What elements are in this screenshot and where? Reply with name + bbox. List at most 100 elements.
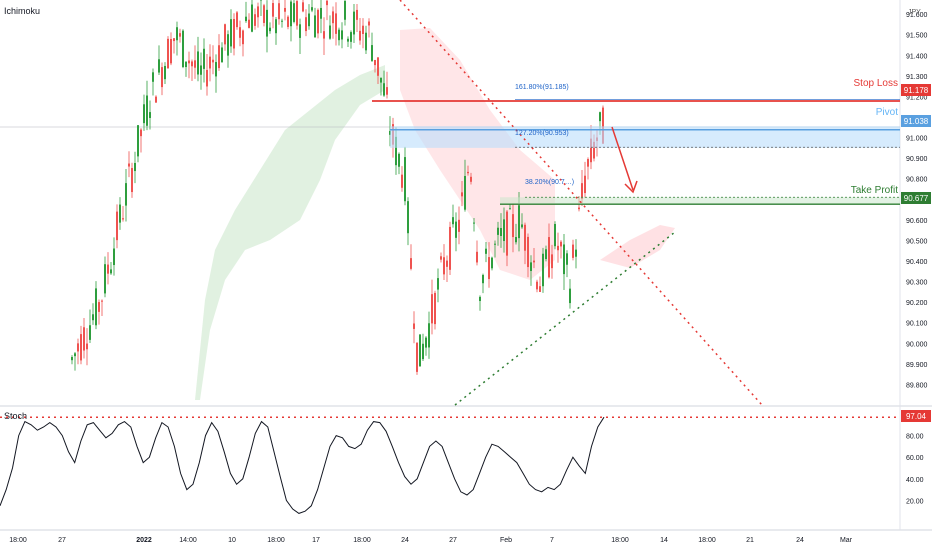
candle-body bbox=[98, 302, 100, 312]
candle-body bbox=[362, 25, 364, 35]
candle-body bbox=[206, 69, 208, 87]
candle-body bbox=[281, 20, 283, 22]
candle-body bbox=[224, 24, 226, 45]
time-tick-label: 10 bbox=[228, 537, 236, 544]
price-tick-label: 91.200 bbox=[906, 94, 928, 101]
candle-body bbox=[386, 87, 388, 95]
candle-body bbox=[422, 343, 424, 360]
candle-body bbox=[533, 260, 535, 263]
candle-body bbox=[464, 176, 466, 210]
pivot-label: Pivot bbox=[876, 107, 898, 118]
candle-body bbox=[287, 16, 289, 27]
candle-body bbox=[131, 168, 133, 193]
candle-body bbox=[269, 27, 271, 32]
candle-body bbox=[107, 264, 109, 274]
take-profit-badge-text: 90.677 bbox=[904, 194, 929, 203]
candle-body bbox=[374, 59, 376, 66]
candle-body bbox=[443, 257, 445, 275]
candle-body bbox=[458, 219, 460, 232]
indicator-label-ichimoku[interactable]: Ichimoku bbox=[4, 6, 40, 16]
candle-body bbox=[329, 25, 331, 39]
candle-body bbox=[191, 61, 193, 67]
candle-body bbox=[536, 281, 538, 290]
candle-body bbox=[263, 5, 265, 23]
candle-body bbox=[119, 204, 121, 223]
candle-body bbox=[83, 327, 85, 351]
chart-overlays bbox=[372, 0, 900, 406]
candle-body bbox=[302, 2, 304, 12]
time-tick-label: 18:00 bbox=[611, 537, 629, 544]
candle-body bbox=[506, 211, 508, 256]
candle-body bbox=[410, 258, 412, 269]
stoch-tick-label: 80.00 bbox=[906, 434, 924, 441]
price-tick-label: 90.300 bbox=[906, 280, 928, 287]
candle-body bbox=[602, 107, 604, 144]
candle-body bbox=[569, 288, 571, 304]
time-tick-label: 7 bbox=[550, 537, 554, 544]
trade-arrow bbox=[611, 126, 634, 191]
candle-body bbox=[257, 6, 259, 18]
candle-body bbox=[584, 175, 586, 194]
candle-body bbox=[416, 342, 418, 372]
candle-body bbox=[254, 14, 256, 26]
candle-body bbox=[542, 253, 544, 287]
stop-loss-label: Stop Loss bbox=[854, 78, 898, 89]
candle-body bbox=[155, 96, 157, 103]
cloud-red-forward bbox=[600, 225, 675, 268]
time-tick-label: 17 bbox=[312, 537, 320, 544]
candle-body bbox=[557, 245, 559, 251]
candle-body bbox=[161, 67, 163, 88]
time-tick-label: 18:00 bbox=[9, 537, 27, 544]
candle-body bbox=[572, 244, 574, 258]
stop-loss-badge bbox=[901, 84, 931, 96]
candle-body bbox=[407, 201, 409, 234]
candle-body bbox=[200, 65, 202, 75]
candle-body bbox=[248, 19, 250, 28]
trade-arrow-head bbox=[624, 180, 638, 194]
candle-body bbox=[482, 274, 484, 284]
candle-body bbox=[275, 19, 277, 34]
stoch-tick-label: 20.00 bbox=[906, 498, 924, 505]
candle-body bbox=[413, 323, 415, 329]
price-tick-label: 91.000 bbox=[906, 136, 928, 143]
candle-body bbox=[170, 39, 172, 64]
candle-body bbox=[566, 253, 568, 265]
candle-body bbox=[581, 183, 583, 200]
candle-body bbox=[440, 256, 442, 260]
candle-body bbox=[509, 208, 511, 210]
cloud-green-area bbox=[195, 65, 385, 400]
candle-body bbox=[110, 269, 112, 274]
candle-body bbox=[218, 45, 220, 69]
candle-body bbox=[152, 72, 154, 82]
candle-body bbox=[128, 163, 130, 167]
candle-body bbox=[323, 31, 325, 39]
candle-body bbox=[212, 59, 214, 63]
time-tick-label: 21 bbox=[746, 537, 754, 544]
time-tick-label: 18:00 bbox=[698, 537, 716, 544]
candle-body bbox=[227, 34, 229, 56]
candle-body bbox=[488, 257, 490, 280]
candle-body bbox=[146, 95, 148, 126]
price-tick-label: 91.600 bbox=[906, 12, 928, 19]
take-profit-zone bbox=[500, 197, 900, 205]
candle-body bbox=[479, 296, 481, 302]
price-tick-label: 90.000 bbox=[906, 341, 928, 348]
candle-body bbox=[314, 15, 316, 38]
candle-body bbox=[449, 226, 451, 270]
candle-body bbox=[461, 192, 463, 197]
candle-body bbox=[194, 60, 196, 68]
candle-body bbox=[335, 13, 337, 34]
candle-body bbox=[221, 47, 223, 63]
candle-body bbox=[500, 228, 502, 236]
candle-body bbox=[197, 51, 199, 75]
indicator-label-stoch[interactable]: Stoch bbox=[4, 411, 27, 421]
candle-body bbox=[530, 262, 532, 272]
candle-body bbox=[578, 207, 580, 210]
time-tick-label: 2022 bbox=[136, 537, 152, 544]
time-tick-label: 18:00 bbox=[267, 537, 285, 544]
take-profit-label: Take Profit bbox=[851, 185, 898, 196]
time-tick-label: 14 bbox=[660, 537, 668, 544]
candle-body bbox=[404, 157, 406, 202]
candle-body bbox=[485, 248, 487, 254]
candle-body bbox=[560, 241, 562, 247]
